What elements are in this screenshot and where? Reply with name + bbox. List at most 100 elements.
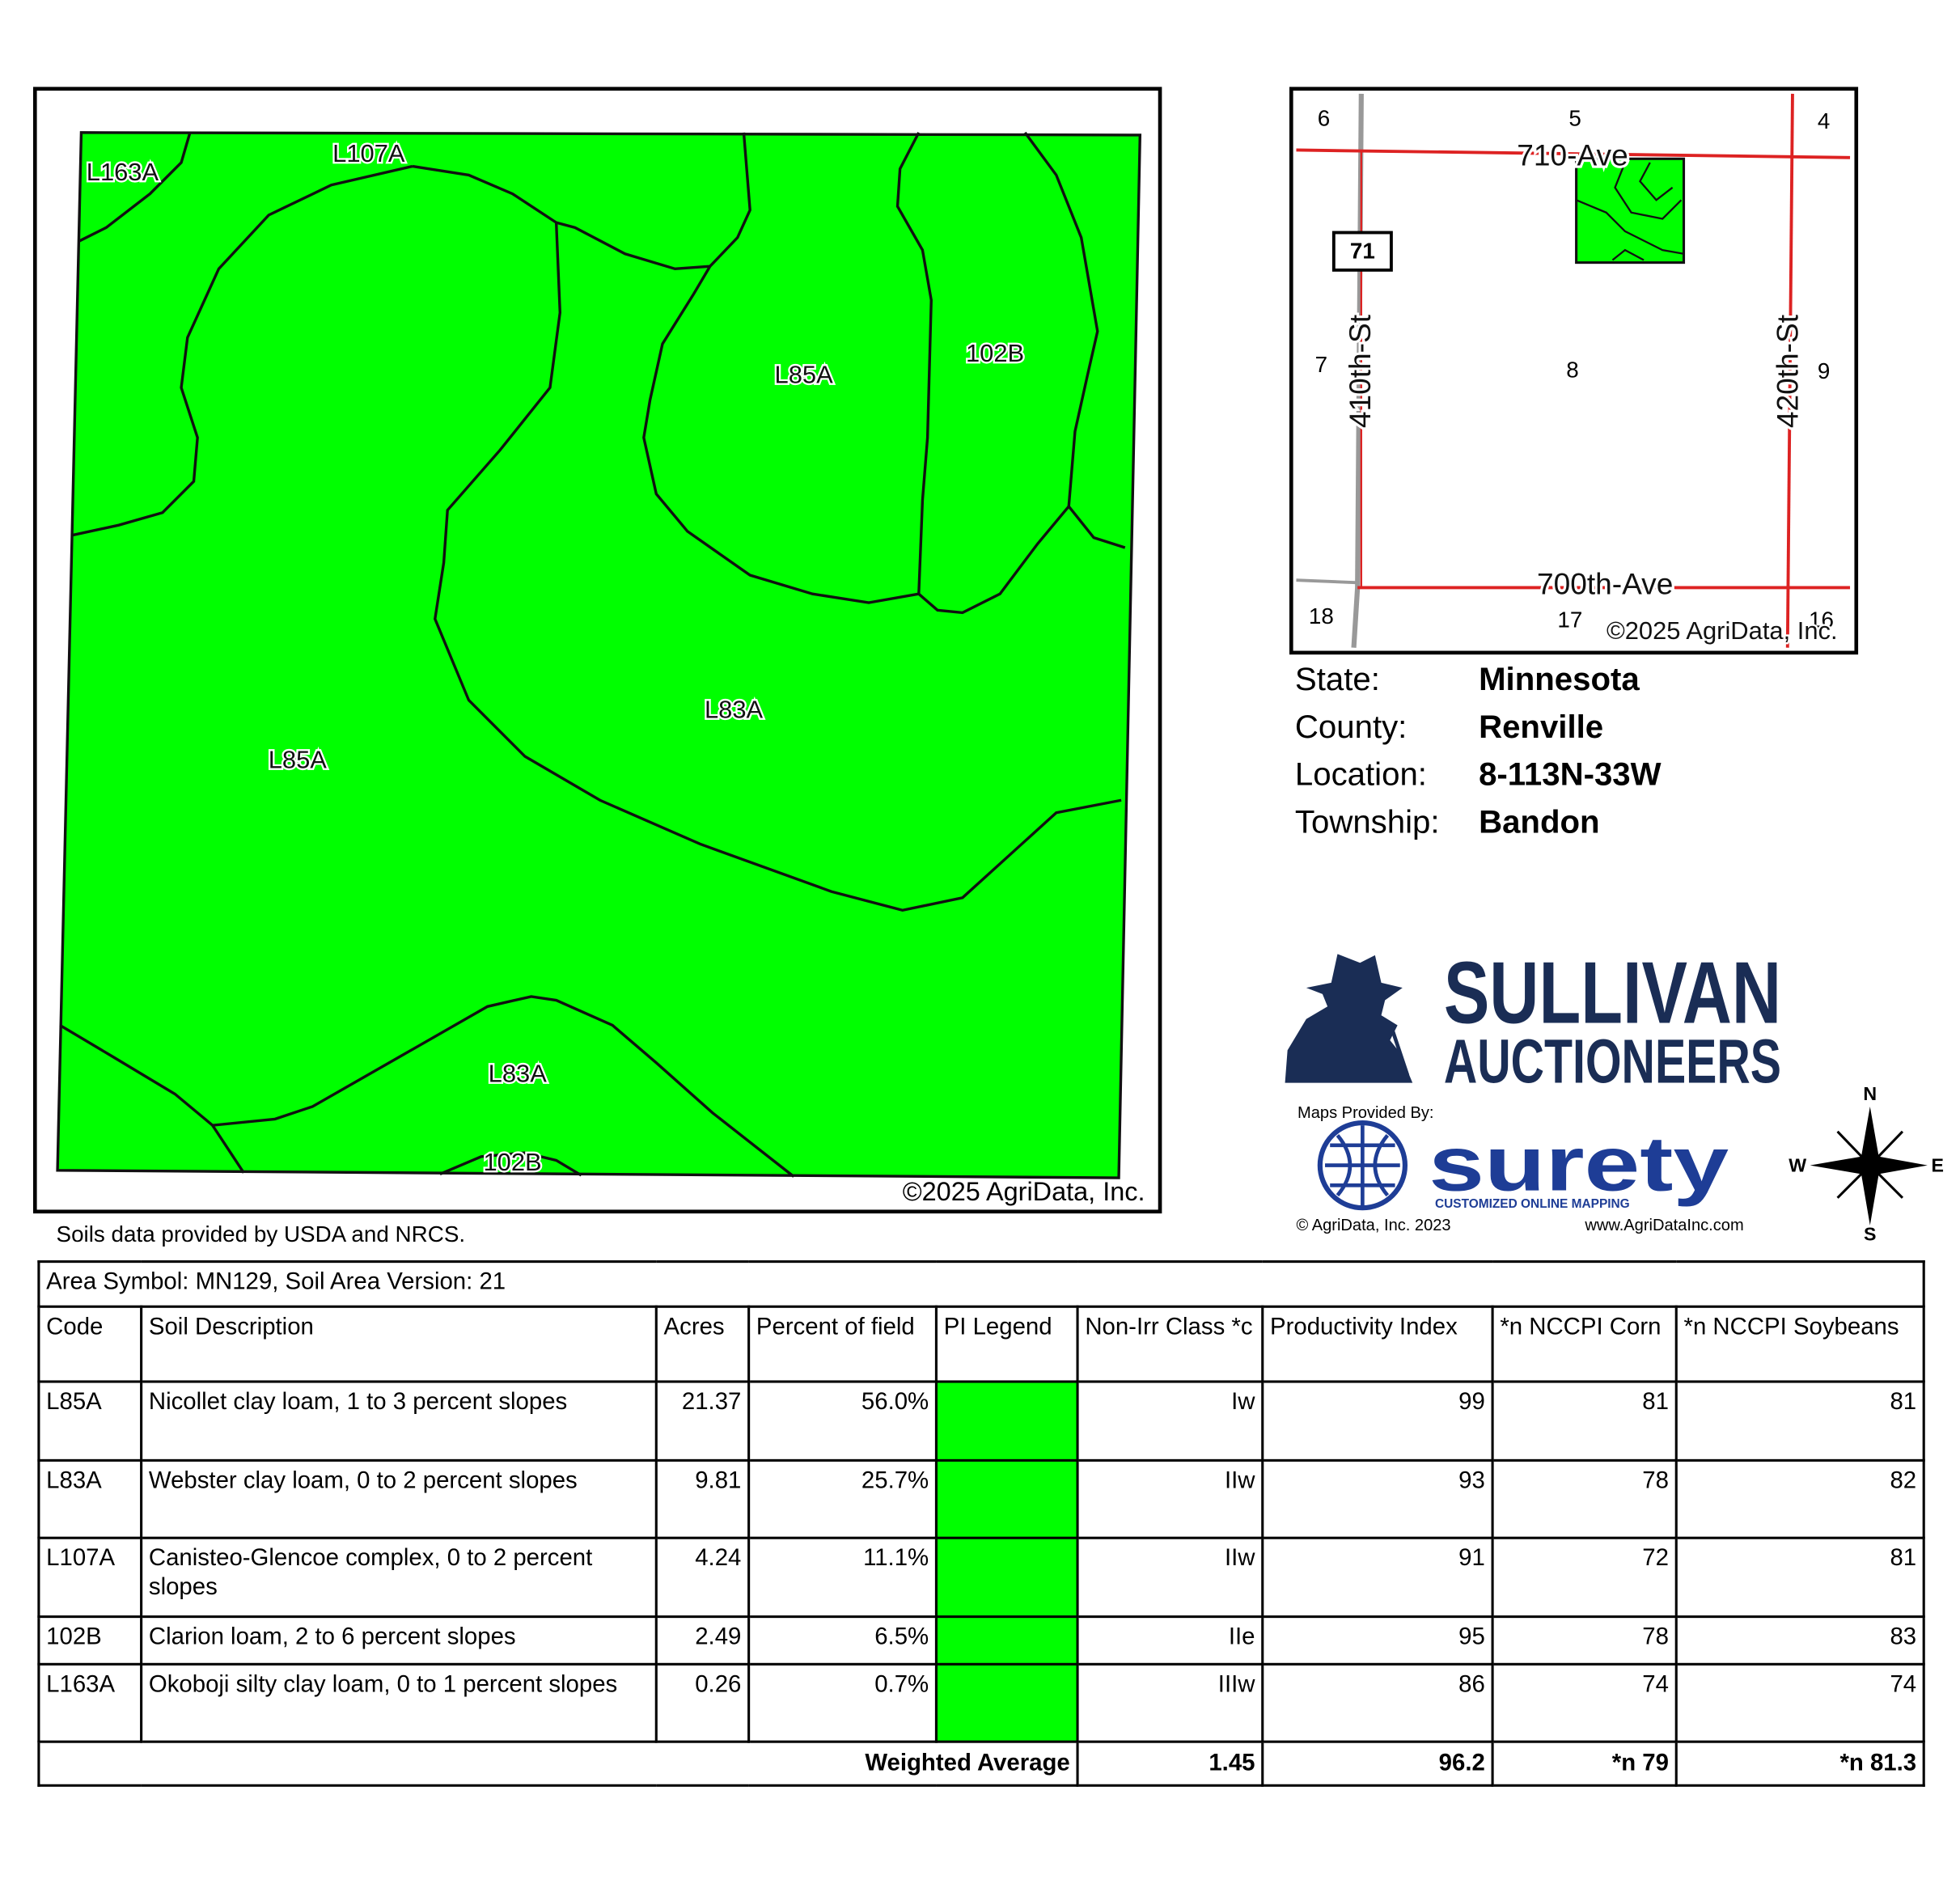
soil-label: L83A [489,1059,548,1087]
surety-logo: Maps Provided By: surety CUSTOMIZED ONLI… [1296,1104,1743,1234]
section-number: 4 [1818,108,1830,133]
cell: 93 [1261,1458,1494,1539]
highway-shield [1331,231,1393,272]
soil-label: 102B [966,339,1024,367]
road-name: 410th-St [1343,314,1377,428]
cell: 81 [1491,1380,1678,1462]
column-header: Productivity Index [1261,1305,1494,1383]
location-key: Location: [1295,756,1427,793]
location-value: Bandon [1479,803,1599,840]
column-header: *n NCCPI Soybeans [1674,1305,1925,1383]
locator-copyright: ©2025 AgriData, Inc. [1607,616,1838,645]
column-header: Acres [654,1305,751,1383]
cell: Nicollet clay loam, 1 to 3 percent slope… [140,1380,658,1462]
column-header: Non-Irr Class *c [1076,1305,1264,1383]
highway-number: 71 [1350,239,1375,264]
cell: 74 [1674,1662,1925,1743]
pi-legend-swatch [934,1458,1079,1539]
brand: surety [1429,1120,1729,1207]
section-number: 17 [1557,607,1582,633]
cell: 0.26 [654,1662,751,1743]
pi-legend-swatch [934,1662,1079,1743]
road-name: 700th-Ave [1537,567,1673,601]
data-row: L107A Canisteo-Glencoe complex, 0 to 2 pe… [37,1536,1925,1619]
cell: L83A [37,1458,143,1539]
logo-name: AUCTIONEERS [1444,1027,1781,1097]
footer-value: *n 79 [1491,1740,1678,1787]
soil-label: 102B [483,1148,541,1176]
cell: 81 [1674,1536,1925,1619]
compass-e: E [1931,1154,1943,1175]
data-row: L85A Nicollet clay loam, 1 to 3 percent s… [37,1380,1925,1462]
column-header: Percent of field [747,1305,938,1383]
cell: 72 [1491,1536,1678,1619]
section-number: 9 [1818,358,1830,383]
compass-s: S [1864,1223,1876,1244]
sullivan-logo: SULLIVAN AUCTIONEERS [1285,943,1781,1097]
cell: 6.5% [747,1615,938,1666]
cell: Webster clay loam, 0 to 2 percent slopes [140,1458,658,1539]
cell: 56.0% [747,1380,938,1462]
location-key: State: [1295,661,1380,697]
footer-label: Weighted Average [37,1740,1079,1787]
section-number: 8 [1566,357,1578,382]
cell: IIw [1076,1458,1264,1539]
logo-url: www.AgriDataInc.com [1584,1217,1743,1234]
soil-label: L85A [269,746,328,774]
cell: 102B [37,1615,143,1666]
compass-w: W [1789,1154,1806,1175]
cell: IIIw [1076,1662,1264,1743]
pi-legend-swatch [934,1615,1079,1666]
cell: 86 [1261,1662,1494,1743]
data-row: L163A Okoboji silty clay loam, 0 to 1 per… [37,1662,1925,1743]
pi-legend-swatch [934,1536,1079,1619]
cell: L85A [37,1380,143,1462]
cell: 78 [1491,1615,1678,1666]
footer-value: *n 81.3 [1674,1740,1925,1787]
cell: 2.49 [654,1615,751,1666]
logo-name: SULLIVAN [1444,943,1781,1041]
map-copyright: ©2025 AgriData, Inc. [903,1177,1145,1206]
pi-legend-swatch [934,1380,1079,1462]
column-header: *n NCCPI Corn [1491,1305,1678,1383]
location-value: Renville [1479,709,1603,745]
cell: L163A [37,1662,143,1743]
cell: 21.37 [654,1380,751,1462]
road-name: 710-Ave [1517,138,1628,172]
cell: 95 [1261,1615,1494,1666]
cell: IIw [1076,1536,1264,1619]
location-value: 8-113N-33W [1479,756,1662,793]
soil-label: L85A [775,360,834,388]
cell: 82 [1674,1458,1925,1539]
column-header: PI Legend [934,1305,1079,1383]
soil-map [56,131,1142,1179]
data-row: 102B Clarion loam, 2 to 6 percent slopes 2… [37,1615,1925,1666]
cell: 4.24 [654,1536,751,1619]
cell: 81 [1674,1380,1925,1462]
cell: 11.1% [747,1536,938,1619]
soil-table: Area Symbol: MN129, Soil Area Version: 2… [37,1260,1925,1787]
cell: IIe [1076,1615,1264,1666]
footer-value: 1.45 [1076,1740,1264,1787]
data-row: L83A Webster clay loam, 0 to 2 percent sl… [37,1458,1925,1539]
cell: 0.7% [747,1662,938,1743]
caption-row: Area Symbol: MN129, Soil Area Version: 2… [37,1260,1925,1308]
graphics: L163A L107A L85A 102B L83A L85A L83A 102B ©2025… [32,87,1944,1244]
section-number: 6 [1318,106,1330,131]
cell: Okoboji silty clay loam, 0 to 1 percent … [140,1662,658,1743]
cell: 83 [1674,1615,1925,1666]
soil-label: L163A [87,158,159,186]
cell: Clarion loam, 2 to 6 percent slopes [140,1615,658,1666]
table-caption: Area Symbol: MN129, Soil Area Version: 2… [37,1260,1925,1308]
column-header: Soil Description [140,1305,658,1383]
cell: 9.81 [654,1458,751,1539]
road-name: 420th-St [1771,314,1805,428]
locator-frame [1289,87,1859,655]
cell: 25.7% [747,1458,938,1539]
cell: Canisteo-Glencoe complex, 0 to 2 percent… [140,1536,658,1619]
footer-row: Weighted Average 1.45 96.2 *n 79 *n 81.3 [37,1740,1925,1787]
header-row: Code Soil Description Acres Percent of fiel… [37,1305,1925,1383]
location-key: County: [1295,709,1407,745]
